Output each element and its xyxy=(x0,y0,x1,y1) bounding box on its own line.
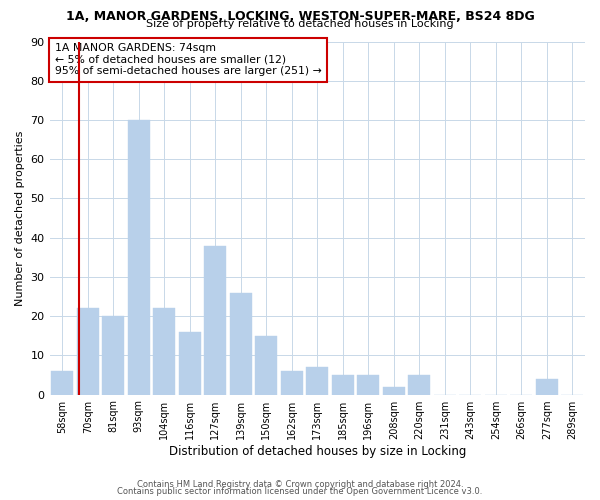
Bar xyxy=(383,386,404,394)
Y-axis label: Number of detached properties: Number of detached properties xyxy=(15,130,25,306)
Text: 1A MANOR GARDENS: 74sqm
← 5% of detached houses are smaller (12)
95% of semi-det: 1A MANOR GARDENS: 74sqm ← 5% of detached… xyxy=(55,44,322,76)
Bar xyxy=(179,332,200,394)
Bar xyxy=(230,292,251,394)
Bar xyxy=(154,308,175,394)
X-axis label: Distribution of detached houses by size in Locking: Distribution of detached houses by size … xyxy=(169,444,466,458)
Bar xyxy=(307,367,328,394)
Bar xyxy=(409,375,430,394)
Bar xyxy=(256,336,277,394)
Bar xyxy=(77,308,98,394)
Bar xyxy=(205,246,226,394)
Text: Contains public sector information licensed under the Open Government Licence v3: Contains public sector information licen… xyxy=(118,487,482,496)
Text: 1A, MANOR GARDENS, LOCKING, WESTON-SUPER-MARE, BS24 8DG: 1A, MANOR GARDENS, LOCKING, WESTON-SUPER… xyxy=(65,10,535,23)
Bar xyxy=(536,379,557,394)
Bar xyxy=(103,316,124,394)
Bar xyxy=(281,371,302,394)
Bar xyxy=(358,375,379,394)
Bar xyxy=(332,375,353,394)
Bar xyxy=(128,120,149,394)
Text: Size of property relative to detached houses in Locking: Size of property relative to detached ho… xyxy=(146,19,454,29)
Bar xyxy=(52,371,73,394)
Text: Contains HM Land Registry data © Crown copyright and database right 2024.: Contains HM Land Registry data © Crown c… xyxy=(137,480,463,489)
